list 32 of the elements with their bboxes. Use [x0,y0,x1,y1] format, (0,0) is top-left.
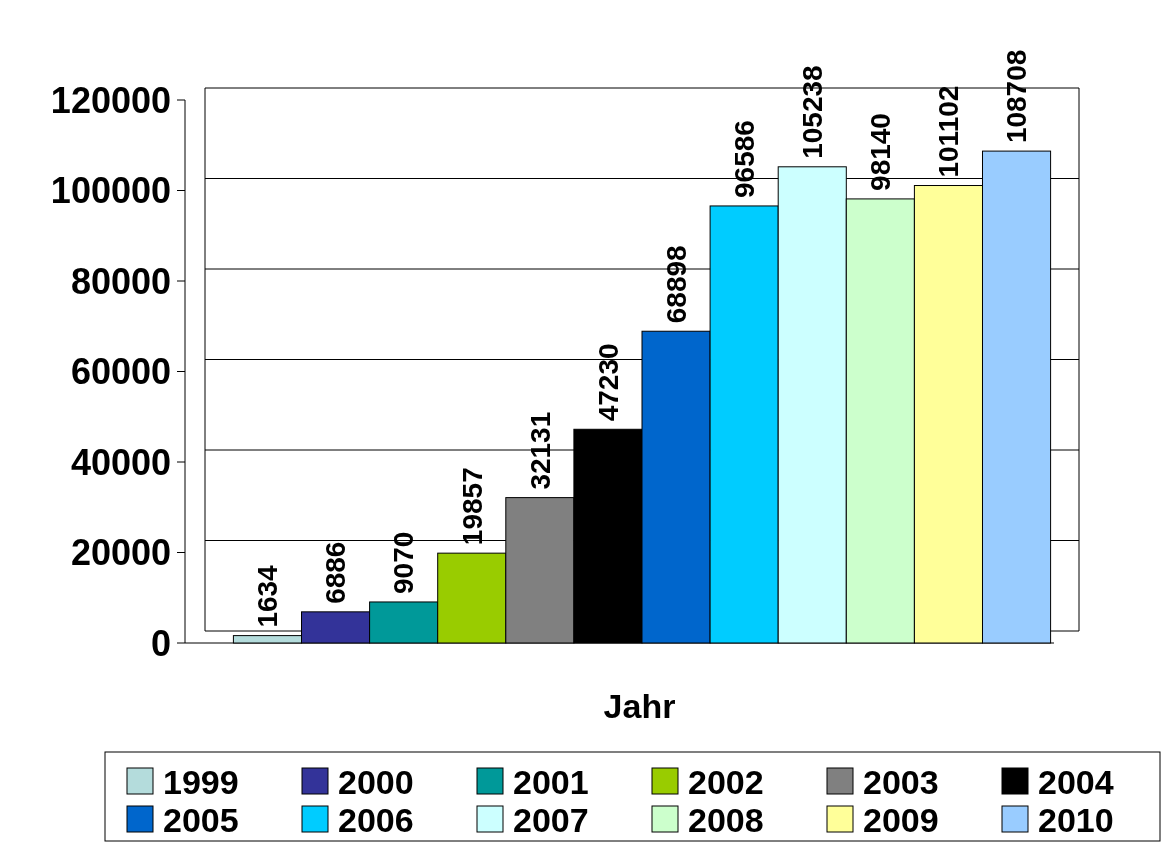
legend-label: 2006 [338,800,414,839]
legend-label: 2010 [1038,800,1114,839]
y-tick-label: 100000 [50,170,171,212]
data-label: 1634 [252,564,284,628]
legend-label: 2009 [863,800,939,839]
y-tick-label: 0 [150,622,171,664]
data-label: 96586 [728,120,760,198]
y-tick-label: 60000 [70,351,171,393]
legend-label: 2008 [688,800,764,839]
y-tick-label: 20000 [70,532,171,574]
data-label: 47230 [592,343,624,422]
y-tick-label: 120000 [50,79,171,121]
y-tick-label: 80000 [70,260,171,302]
data-label: 68898 [660,245,692,324]
legend-label: 2007 [513,800,589,839]
data-label: 19857 [456,467,488,546]
data-label: 108708 [1001,49,1033,144]
data-label: 105238 [797,65,829,159]
legend-label: 1999 [163,762,239,801]
legend-label: 2005 [163,800,239,839]
legend-label: 2001 [513,762,589,801]
legend-label: 2003 [863,762,939,801]
data-label: 9070 [388,531,420,594]
legend-label: 2004 [1038,762,1114,801]
legend-label: 2002 [688,762,764,801]
data-label: 98140 [865,113,897,191]
data-label: 101102 [933,85,965,178]
y-tick-label: 40000 [70,441,171,483]
data-label: 32131 [524,411,556,490]
data-label: 6886 [320,541,352,604]
legend-label: 2000 [338,762,414,801]
x-axis-title: Jahr [603,687,676,725]
